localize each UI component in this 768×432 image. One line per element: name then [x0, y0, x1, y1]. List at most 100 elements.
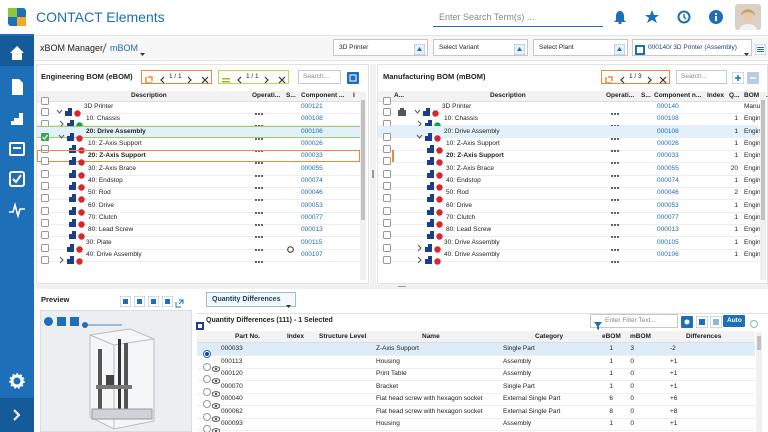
row-checkbox[interactable]	[41, 103, 49, 116]
row-checkbox[interactable]	[383, 140, 391, 153]
row-checkbox[interactable]	[383, 202, 391, 215]
breadcrumb-caret[interactable]	[139, 45, 146, 56]
ebom-pager-changes-next[interactable]	[185, 72, 194, 84]
info[interactable]	[709, 10, 723, 24]
operation-menu[interactable]	[610, 190, 620, 202]
row-checkbox[interactable]	[383, 226, 391, 240]
row-checkbox[interactable]	[41, 152, 49, 166]
operation-menu[interactable]	[254, 153, 264, 165]
operation-menu[interactable]	[254, 104, 264, 115]
row-expander[interactable]	[58, 115, 65, 128]
ebom-pager-equal-prev[interactable]	[235, 72, 244, 84]
view-toggle[interactable]	[681, 315, 693, 328]
variant-select-button[interactable]	[513, 42, 526, 56]
operation-menu[interactable]	[254, 129, 264, 140]
preview-tool[interactable]	[147, 294, 160, 308]
visibility-icon[interactable]	[211, 396, 221, 409]
row-checkbox[interactable]	[41, 165, 49, 178]
row-radio[interactable]	[203, 370, 211, 383]
row-checkbox[interactable]	[41, 140, 49, 153]
operation-menu[interactable]	[254, 116, 264, 128]
mbom-add[interactable]	[731, 71, 745, 85]
auto-button[interactable]	[723, 315, 745, 327]
row-expander[interactable]	[416, 251, 423, 264]
visibility-icon[interactable]	[211, 359, 221, 372]
product-select-button[interactable]	[413, 42, 426, 56]
row-checkbox[interactable]	[41, 92, 49, 105]
viewer-tool[interactable]	[70, 313, 79, 326]
preview-tool[interactable]	[161, 294, 174, 308]
plant-select-button[interactable]	[613, 42, 626, 56]
row-radio[interactable]	[203, 358, 211, 371]
row-checkbox[interactable]	[383, 92, 391, 105]
mbom-pager-next[interactable]	[645, 72, 654, 84]
viewer-tool[interactable]	[44, 313, 53, 326]
row-expander[interactable]	[58, 128, 65, 139]
row-radio[interactable]	[203, 383, 211, 396]
view-toggle[interactable]	[695, 315, 709, 329]
row-checkbox[interactable]	[41, 115, 49, 129]
operation-menu[interactable]	[610, 178, 620, 189]
row-checkbox[interactable]	[383, 177, 391, 190]
row-checkbox[interactable]	[383, 189, 391, 203]
row-radio[interactable]	[203, 408, 211, 421]
operation-menu[interactable]	[254, 178, 264, 189]
row-checkbox[interactable]	[383, 103, 391, 116]
operation-menu[interactable]	[610, 141, 620, 152]
row-expander[interactable]	[58, 251, 65, 264]
row-radio[interactable]	[203, 395, 211, 408]
ebom-pager-changes-close[interactable]	[200, 72, 210, 84]
visibility-icon[interactable]	[211, 421, 221, 432]
history[interactable]	[677, 10, 691, 24]
visibility-icon[interactable]	[211, 384, 221, 397]
operation-menu[interactable]	[254, 215, 264, 226]
operation-menu[interactable]	[254, 141, 264, 152]
row-checkbox[interactable]	[41, 214, 49, 227]
mbom-pager-prev[interactable]	[618, 72, 627, 84]
row-checkbox[interactable]	[41, 251, 49, 264]
sidebar-icon[interactable]	[8, 110, 26, 128]
row-checkbox[interactable]	[383, 165, 391, 178]
differences-menu[interactable]	[206, 292, 296, 307]
row-checkbox[interactable]	[41, 189, 49, 203]
notifications[interactable]	[613, 10, 627, 25]
product-select[interactable]	[333, 39, 428, 56]
row-checkbox[interactable]	[383, 115, 391, 129]
ebom-action[interactable]	[347, 71, 359, 84]
row-expander[interactable]	[414, 103, 421, 114]
row-checkbox[interactable]	[383, 251, 391, 264]
operation-menu[interactable]	[610, 252, 620, 263]
menu-button[interactable]	[754, 42, 767, 56]
sidebar-icon[interactable]	[8, 44, 26, 62]
row-checkbox[interactable]	[383, 152, 391, 166]
visibility-icon[interactable]	[211, 371, 221, 384]
row-radio[interactable]	[203, 345, 211, 358]
viewer-slider[interactable]	[82, 315, 122, 328]
operation-menu[interactable]	[610, 227, 620, 239]
view-toggle[interactable]	[709, 315, 723, 329]
row-checkbox[interactable]	[41, 177, 49, 190]
ebom-pager-equal-next[interactable]	[262, 72, 271, 84]
preview-tool[interactable]	[119, 294, 132, 308]
operation-menu[interactable]	[610, 104, 620, 115]
plant-select[interactable]	[533, 39, 628, 56]
row-expander[interactable]	[416, 128, 423, 139]
variant-select[interactable]	[433, 39, 528, 56]
operation-menu[interactable]	[610, 166, 620, 177]
refresh-button[interactable]	[749, 316, 759, 329]
operation-menu[interactable]	[610, 129, 620, 140]
row-checkbox[interactable]	[41, 128, 49, 141]
mbom-search[interactable]	[676, 70, 727, 84]
operation-menu[interactable]	[610, 116, 620, 128]
sidebar-icon[interactable]	[8, 78, 26, 96]
sidebar-icon[interactable]	[8, 140, 26, 158]
row-checkbox[interactable]	[41, 226, 49, 240]
operation-menu[interactable]	[254, 166, 264, 177]
operation-menu[interactable]	[610, 153, 620, 165]
row-expander[interactable]	[416, 239, 423, 251]
favorites[interactable]	[645, 10, 659, 24]
sidebar-icon[interactable]	[8, 372, 26, 390]
visibility-icon[interactable]	[211, 409, 221, 422]
preview-popout[interactable]	[175, 295, 184, 308]
row-checkbox[interactable]	[41, 202, 49, 215]
